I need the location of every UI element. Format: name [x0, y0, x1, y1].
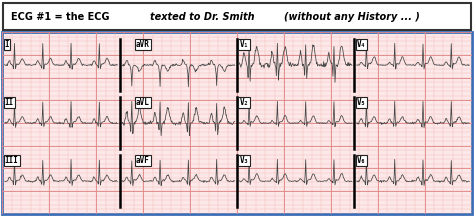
Text: ECG #1 = the ECG: ECG #1 = the ECG: [11, 12, 113, 22]
Text: II: II: [5, 98, 14, 107]
Text: aVR: aVR: [136, 40, 150, 49]
Text: V₃: V₃: [239, 156, 248, 165]
Text: aVF: aVF: [136, 156, 150, 165]
Text: V₅: V₅: [356, 98, 366, 107]
Text: aVL: aVL: [136, 98, 150, 107]
Text: V₂: V₂: [239, 98, 248, 107]
FancyBboxPatch shape: [2, 32, 472, 214]
Text: I: I: [5, 40, 9, 49]
Text: texted to Dr. Smith: texted to Dr. Smith: [150, 12, 258, 22]
Text: (without any History ... ): (without any History ... ): [284, 12, 420, 22]
FancyBboxPatch shape: [3, 3, 471, 30]
Text: V₄: V₄: [356, 40, 366, 49]
Text: V₁: V₁: [239, 40, 248, 49]
Text: III: III: [5, 156, 18, 165]
Text: V₆: V₆: [356, 156, 366, 165]
